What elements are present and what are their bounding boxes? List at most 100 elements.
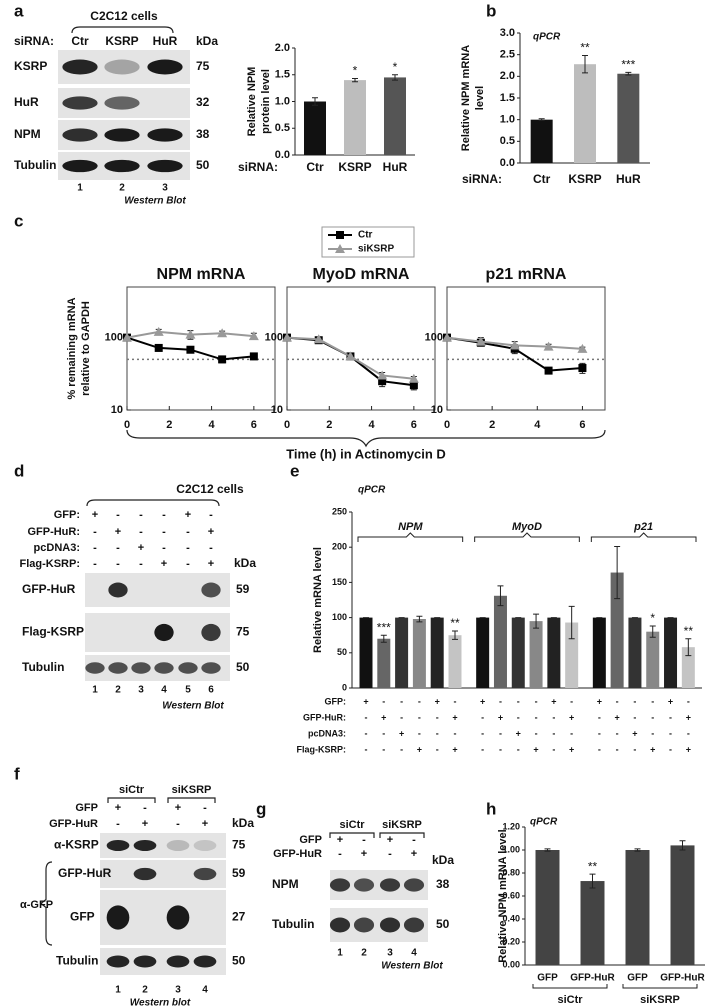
- blot-band: [85, 662, 105, 674]
- row-label: Tubulin: [22, 660, 64, 674]
- blot-band: [193, 840, 217, 851]
- y-tick-label: 2.0: [275, 42, 290, 54]
- condition-label: GFP-HuR:: [27, 526, 80, 538]
- x-tick-label: 4: [209, 419, 216, 431]
- condition-sign: +: [399, 728, 404, 738]
- group-brace: [532, 984, 608, 989]
- blot-band: [104, 159, 140, 173]
- kda-header: kDa: [234, 556, 256, 570]
- condition-label: pcDNA3:: [34, 542, 80, 554]
- error-bar: [679, 840, 686, 851]
- error-bar: [582, 55, 588, 74]
- error-bar: [497, 585, 504, 607]
- row-label: Tubulin: [56, 954, 98, 968]
- bar: [592, 617, 606, 688]
- x-tick-label: GFP-HuR: [570, 973, 615, 984]
- marker: [313, 334, 324, 344]
- condition-sign: -: [412, 834, 416, 846]
- blot-band: [403, 878, 425, 892]
- blot-band: [353, 917, 375, 933]
- blot-band: [104, 59, 140, 75]
- group-brace: [357, 532, 464, 542]
- group-brace: [474, 532, 580, 542]
- condition-label: GFP-HuR:: [303, 712, 346, 722]
- condition-label: GFP: [75, 802, 98, 814]
- error-bar: [568, 605, 575, 640]
- condition-sign: -: [535, 728, 538, 738]
- kda-header: kDa: [432, 853, 454, 867]
- condition-sign: -: [669, 712, 672, 722]
- group-label: siCtr: [339, 819, 365, 831]
- condition-sign: -: [651, 728, 654, 738]
- condition-sign: -: [116, 818, 120, 830]
- error-bar: [649, 625, 656, 638]
- condition-sign: -: [418, 712, 421, 722]
- condition-sign: -: [139, 509, 143, 521]
- condition-label: pcDNA3:: [308, 728, 346, 738]
- condition-sign: +: [516, 728, 521, 738]
- y-axis-label: % remaining mRNA: [66, 297, 78, 399]
- lane-label: HuR: [153, 34, 178, 48]
- marker: [509, 340, 520, 350]
- panel-label: f: [14, 764, 20, 783]
- significance-label: ***: [621, 58, 635, 72]
- x-tick-label: GFP: [537, 973, 558, 984]
- bar: [646, 631, 660, 688]
- condition-sign: +: [161, 558, 167, 570]
- legend-marker: [336, 231, 344, 239]
- condition-sign: -: [186, 542, 190, 554]
- blot-footer: Western Blot: [381, 961, 443, 972]
- condition-sign: +: [381, 712, 386, 722]
- condition-sign: -: [365, 728, 368, 738]
- bar: [344, 80, 366, 155]
- condition-sign: +: [498, 712, 503, 722]
- x-tick-label: 2: [489, 419, 495, 431]
- error-bar: [544, 848, 551, 852]
- x-tick-label: HuR: [383, 160, 408, 174]
- condition-sign: +: [185, 509, 191, 521]
- condition-sign: -: [400, 696, 403, 706]
- kda-value: 32: [196, 95, 210, 109]
- condition-sign: -: [552, 744, 555, 754]
- x-tick-label: Ctr: [306, 160, 324, 174]
- kda-value: 75: [196, 59, 210, 73]
- condition-sign: +: [337, 834, 343, 846]
- condition-sign: -: [598, 728, 601, 738]
- y-tick-label: 0.5: [275, 122, 290, 134]
- x-tick-label: GFP-HuR: [660, 973, 705, 984]
- blot-band: [201, 582, 221, 598]
- bar: [430, 617, 444, 688]
- y-tick-label: 0.00: [502, 959, 520, 969]
- condition-sign: +: [411, 848, 417, 860]
- y-tick-label: 0.0: [500, 157, 515, 169]
- x-tick-label: 6: [411, 419, 417, 431]
- marker: [442, 332, 452, 342]
- condition-sign: -: [570, 696, 573, 706]
- x-tick-label: KSRP: [338, 160, 371, 174]
- lane-number: 2: [115, 685, 121, 696]
- row-label: Tubulin: [14, 158, 56, 172]
- y-tick-label: 2.5: [500, 49, 515, 61]
- condition-sign: +: [363, 696, 368, 706]
- condition-sign: -: [382, 728, 385, 738]
- condition-sign: +: [686, 712, 691, 722]
- blot-band: [104, 128, 140, 142]
- bracket-label: α-GFP: [20, 899, 53, 911]
- marker: [249, 352, 258, 361]
- significance-label: **: [580, 41, 590, 55]
- blot-band: [166, 955, 190, 968]
- condition-sign: -: [176, 818, 180, 830]
- blot-band: [62, 59, 98, 75]
- condition-sign: -: [687, 728, 690, 738]
- condition-sign: +: [551, 696, 556, 706]
- lane-number: 4: [411, 948, 417, 959]
- condition-sign: -: [186, 526, 190, 538]
- bar: [580, 881, 605, 965]
- condition-sign: -: [418, 728, 421, 738]
- condition-sign: -: [382, 696, 385, 706]
- marker: [153, 326, 164, 336]
- condition-sign: -: [454, 696, 457, 706]
- y-axis-label: Relative NPM mRNA: [460, 45, 472, 151]
- y-tick-label: 0.80: [502, 867, 520, 877]
